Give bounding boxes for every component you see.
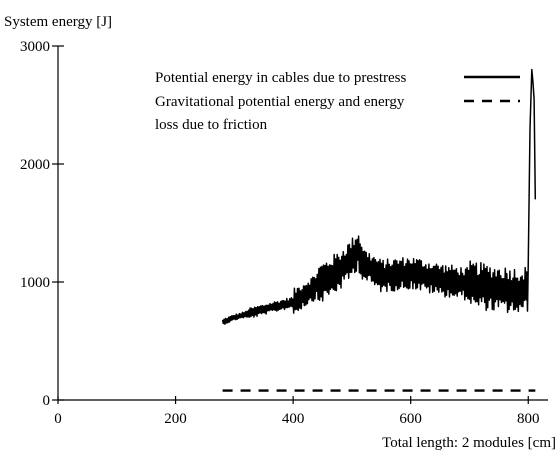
y-tick-label: 1000: [20, 275, 50, 291]
axes: [57, 46, 548, 401]
y-tick-label: 3000: [20, 39, 50, 55]
legend-label-prestress: Potential energy in cables due to prestr…: [155, 70, 406, 86]
x-axis-label: Total length: 2 modules [cm]: [382, 435, 556, 451]
x-tick-label: 600: [399, 411, 422, 427]
legend-label-gravitational-line-2: loss due to friction: [155, 117, 268, 133]
series-layer: [221, 68, 537, 392]
legend-label-gravitational-line-1: Gravitational potential energy and energ…: [155, 94, 405, 110]
y-axis-label: System energy [J]: [4, 14, 112, 30]
legend: Potential energy in cables due to prestr…: [155, 70, 520, 133]
x-tick-label: 400: [282, 411, 305, 427]
x-tick-label: 800: [517, 411, 540, 427]
y-tick-label: 0: [43, 393, 51, 409]
ticks: 0 1000 2000 3000 0 200 400 600 800: [20, 39, 539, 427]
y-tick-label: 2000: [20, 157, 50, 173]
x-tick-label: 200: [164, 411, 187, 427]
x-tick-label: 0: [54, 411, 62, 427]
series-prestress-energy: [221, 68, 537, 325]
